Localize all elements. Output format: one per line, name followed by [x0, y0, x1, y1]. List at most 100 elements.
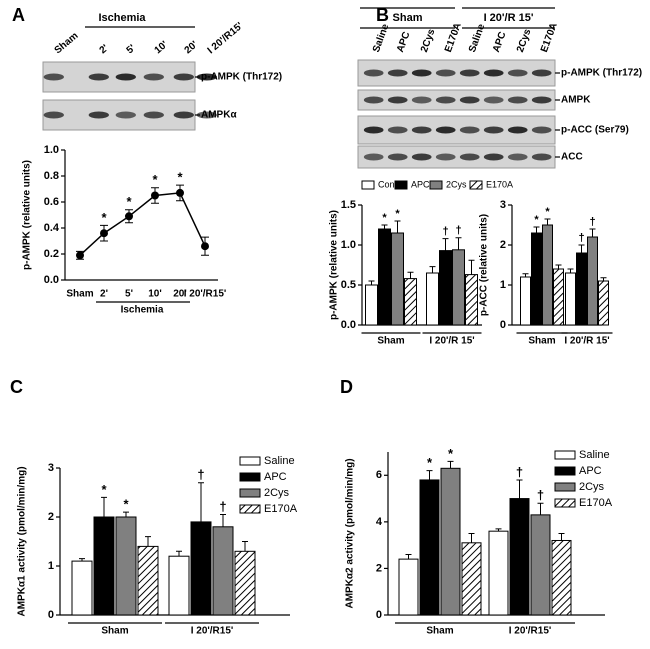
- y-tick-label: 4: [376, 516, 383, 528]
- x-tick-label: I 20'/R15': [509, 626, 552, 637]
- legend-label: 2Cys: [264, 487, 290, 499]
- y-tick-label: 0.2: [44, 248, 59, 260]
- bar: [115, 516, 137, 616]
- lane-label: 2': [98, 43, 111, 57]
- bar: [553, 268, 564, 326]
- bar: [587, 236, 598, 326]
- bar: [190, 521, 212, 616]
- data-line: [79, 192, 206, 256]
- legend-label: Saline: [264, 455, 295, 467]
- blot-band: [483, 153, 504, 161]
- data-point: [151, 191, 159, 200]
- y-tick-label: 0.0: [44, 274, 59, 286]
- y-tick-label: 2: [376, 562, 382, 574]
- bar: [452, 249, 465, 326]
- legend-label: 2Cys: [446, 179, 467, 189]
- data-point: [176, 188, 184, 197]
- bar: [234, 550, 256, 616]
- significance-marker: *: [152, 172, 158, 187]
- x-tick-label: 5': [125, 289, 133, 300]
- significance-marker: †: [219, 499, 226, 514]
- legend-swatch: [239, 488, 261, 498]
- panel-letter: B: [376, 5, 389, 25]
- lane-label: APC: [395, 30, 413, 54]
- x-tick-label: Sham: [426, 626, 453, 637]
- blot-band: [173, 111, 194, 119]
- significance-marker: †: [455, 225, 461, 237]
- significance-marker: *: [448, 446, 454, 461]
- legend-swatch: [554, 482, 576, 492]
- bar: [137, 545, 159, 616]
- blot-band: [507, 126, 528, 134]
- error-bar: [600, 277, 607, 281]
- error-bar: [537, 502, 544, 515]
- significance-marker: *: [545, 206, 550, 218]
- significance-marker: *: [101, 210, 107, 225]
- error-bar: [522, 273, 529, 277]
- panel-letter: C: [10, 377, 23, 397]
- bar: [365, 284, 378, 326]
- significance-marker: *: [177, 170, 183, 185]
- blot-group-label: I 20'/R 15': [484, 12, 534, 24]
- bar: [419, 479, 440, 616]
- x-tick-label: Sham: [377, 336, 404, 347]
- bar: [398, 558, 419, 616]
- y-tick-label: 0: [376, 609, 382, 621]
- blot-row-label: p-AMPK (Thr172): [201, 72, 282, 83]
- y-axis-label: AMPKα2 activity (pmol/min/mg): [345, 458, 356, 608]
- y-tick-label: 0: [48, 609, 54, 621]
- y-tick-label: 0.5: [341, 279, 356, 291]
- legend-swatch: [554, 498, 576, 508]
- blot-band: [483, 69, 504, 77]
- y-tick-label: 3: [48, 462, 54, 474]
- legend-label: APC: [411, 179, 430, 189]
- legend-swatch: [469, 180, 483, 190]
- error-bar: [426, 470, 433, 480]
- bar: [391, 232, 404, 326]
- blot-row-label: AMPK: [561, 95, 591, 106]
- error-bar: [394, 220, 401, 233]
- significance-marker: *: [534, 214, 539, 226]
- error-bar: [220, 514, 226, 527]
- legend-label: E170A: [579, 497, 613, 509]
- blot-band: [459, 153, 480, 161]
- y-tick-label: 0.8: [44, 170, 59, 182]
- blot-band: [459, 69, 480, 77]
- y-tick-label: 1.0: [341, 239, 356, 251]
- blot-band: [531, 69, 552, 77]
- legend-label: E170A: [486, 179, 513, 189]
- legend-swatch: [239, 472, 261, 482]
- error-bar: [123, 511, 129, 517]
- error-bar: [101, 496, 107, 517]
- error-bar: [544, 218, 551, 225]
- error-bar: [533, 226, 540, 233]
- y-tick-label: 3: [500, 199, 506, 211]
- bar: [212, 526, 234, 616]
- y-tick-label: 2: [48, 511, 54, 523]
- legend-label: 2Cys: [579, 481, 605, 493]
- significance-marker: *: [126, 194, 132, 209]
- panel-letter: A: [12, 5, 25, 25]
- data-point: [76, 251, 84, 260]
- significance-marker: †: [589, 216, 595, 228]
- significance-marker: *: [395, 208, 400, 220]
- significance-marker: †: [537, 488, 544, 503]
- blot-band: [115, 111, 136, 119]
- error-bar: [455, 237, 462, 250]
- legend-swatch: [429, 180, 443, 190]
- legend-swatch: [361, 180, 375, 190]
- error-bar: [567, 268, 574, 273]
- error-bar: [558, 533, 565, 541]
- significance-marker: †: [516, 464, 523, 479]
- blot-band: [363, 126, 384, 134]
- x-tick-label: Sham: [528, 336, 555, 347]
- blot-band: [115, 73, 136, 81]
- blot-band: [435, 126, 456, 134]
- blot-band: [411, 126, 432, 134]
- x-tick-label: 2': [100, 289, 108, 300]
- legend-label: E170A: [264, 503, 298, 515]
- blot-band: [43, 73, 64, 81]
- y-tick-label: 1.5: [341, 199, 356, 211]
- y-axis-label: p-ACC (relative units): [479, 214, 490, 316]
